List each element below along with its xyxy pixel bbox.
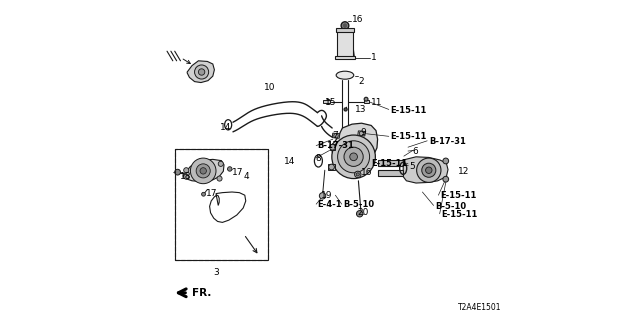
- Text: 17: 17: [206, 189, 218, 198]
- Circle shape: [326, 100, 331, 104]
- Circle shape: [417, 158, 441, 182]
- Circle shape: [217, 176, 222, 181]
- Text: 1: 1: [371, 53, 377, 62]
- Circle shape: [334, 133, 339, 138]
- Polygon shape: [378, 160, 403, 166]
- Polygon shape: [336, 28, 354, 32]
- Bar: [175, 149, 268, 260]
- Circle shape: [341, 22, 349, 29]
- Circle shape: [332, 135, 376, 179]
- Text: 5: 5: [409, 162, 415, 171]
- Text: 16: 16: [352, 15, 364, 24]
- Polygon shape: [330, 144, 335, 150]
- Ellipse shape: [336, 71, 354, 79]
- Circle shape: [202, 192, 205, 196]
- Circle shape: [355, 171, 361, 178]
- Text: 16: 16: [361, 168, 372, 177]
- Text: B-5-10: B-5-10: [344, 200, 374, 209]
- Polygon shape: [328, 164, 335, 170]
- Text: 6: 6: [413, 147, 419, 156]
- Text: 10: 10: [264, 83, 275, 92]
- Circle shape: [191, 158, 216, 184]
- Circle shape: [198, 69, 205, 75]
- Text: 8: 8: [315, 154, 321, 163]
- Circle shape: [356, 211, 363, 217]
- Circle shape: [184, 174, 189, 179]
- Text: 4: 4: [243, 172, 249, 181]
- Circle shape: [338, 141, 370, 173]
- Text: 2: 2: [358, 77, 364, 86]
- Polygon shape: [323, 100, 330, 103]
- Text: 11: 11: [371, 98, 383, 107]
- Text: E-15-11: E-15-11: [371, 159, 408, 168]
- Text: B-17-31: B-17-31: [317, 141, 354, 150]
- Text: E-15-11: E-15-11: [440, 191, 476, 200]
- Text: 13: 13: [355, 105, 366, 114]
- Text: 14: 14: [220, 124, 232, 132]
- Text: E-4-1: E-4-1: [317, 200, 341, 209]
- Polygon shape: [358, 131, 365, 136]
- Circle shape: [344, 147, 364, 166]
- Circle shape: [422, 163, 436, 177]
- Text: E-15-11: E-15-11: [390, 132, 427, 141]
- Text: FR.: FR.: [192, 288, 211, 298]
- Polygon shape: [337, 30, 353, 58]
- Text: E-15-11: E-15-11: [390, 106, 427, 115]
- Bar: [175, 149, 268, 260]
- Polygon shape: [183, 159, 224, 182]
- Polygon shape: [403, 157, 448, 183]
- Circle shape: [196, 164, 210, 178]
- Circle shape: [350, 153, 357, 161]
- Circle shape: [228, 167, 232, 171]
- Text: B-17-31: B-17-31: [429, 137, 466, 146]
- Text: 9: 9: [360, 128, 365, 137]
- Circle shape: [443, 176, 449, 182]
- Text: 14: 14: [284, 157, 296, 166]
- Circle shape: [218, 161, 223, 166]
- Circle shape: [356, 173, 360, 176]
- Circle shape: [200, 168, 206, 174]
- Polygon shape: [187, 61, 214, 83]
- Polygon shape: [378, 170, 403, 176]
- Text: 20: 20: [358, 208, 369, 217]
- Circle shape: [343, 24, 347, 28]
- Polygon shape: [332, 133, 340, 138]
- Text: T2A4E1501: T2A4E1501: [458, 303, 501, 312]
- Text: B-5-10: B-5-10: [435, 202, 467, 211]
- Circle shape: [330, 144, 335, 150]
- Circle shape: [443, 158, 449, 164]
- Text: E-15-11: E-15-11: [441, 210, 477, 219]
- Circle shape: [195, 65, 209, 79]
- Circle shape: [364, 97, 368, 101]
- Circle shape: [319, 193, 326, 199]
- Text: 18: 18: [180, 172, 191, 181]
- Text: 7: 7: [332, 132, 337, 140]
- Text: 19: 19: [321, 191, 332, 200]
- Circle shape: [329, 164, 334, 170]
- Circle shape: [344, 108, 348, 111]
- Circle shape: [426, 167, 432, 173]
- Text: 3: 3: [214, 268, 220, 277]
- Text: 17: 17: [232, 168, 243, 177]
- Circle shape: [360, 131, 364, 136]
- Circle shape: [184, 168, 189, 173]
- Polygon shape: [332, 123, 378, 173]
- Polygon shape: [335, 56, 355, 59]
- Circle shape: [175, 169, 180, 175]
- Text: 12: 12: [458, 167, 469, 176]
- Text: 15: 15: [325, 98, 336, 107]
- Polygon shape: [364, 100, 369, 103]
